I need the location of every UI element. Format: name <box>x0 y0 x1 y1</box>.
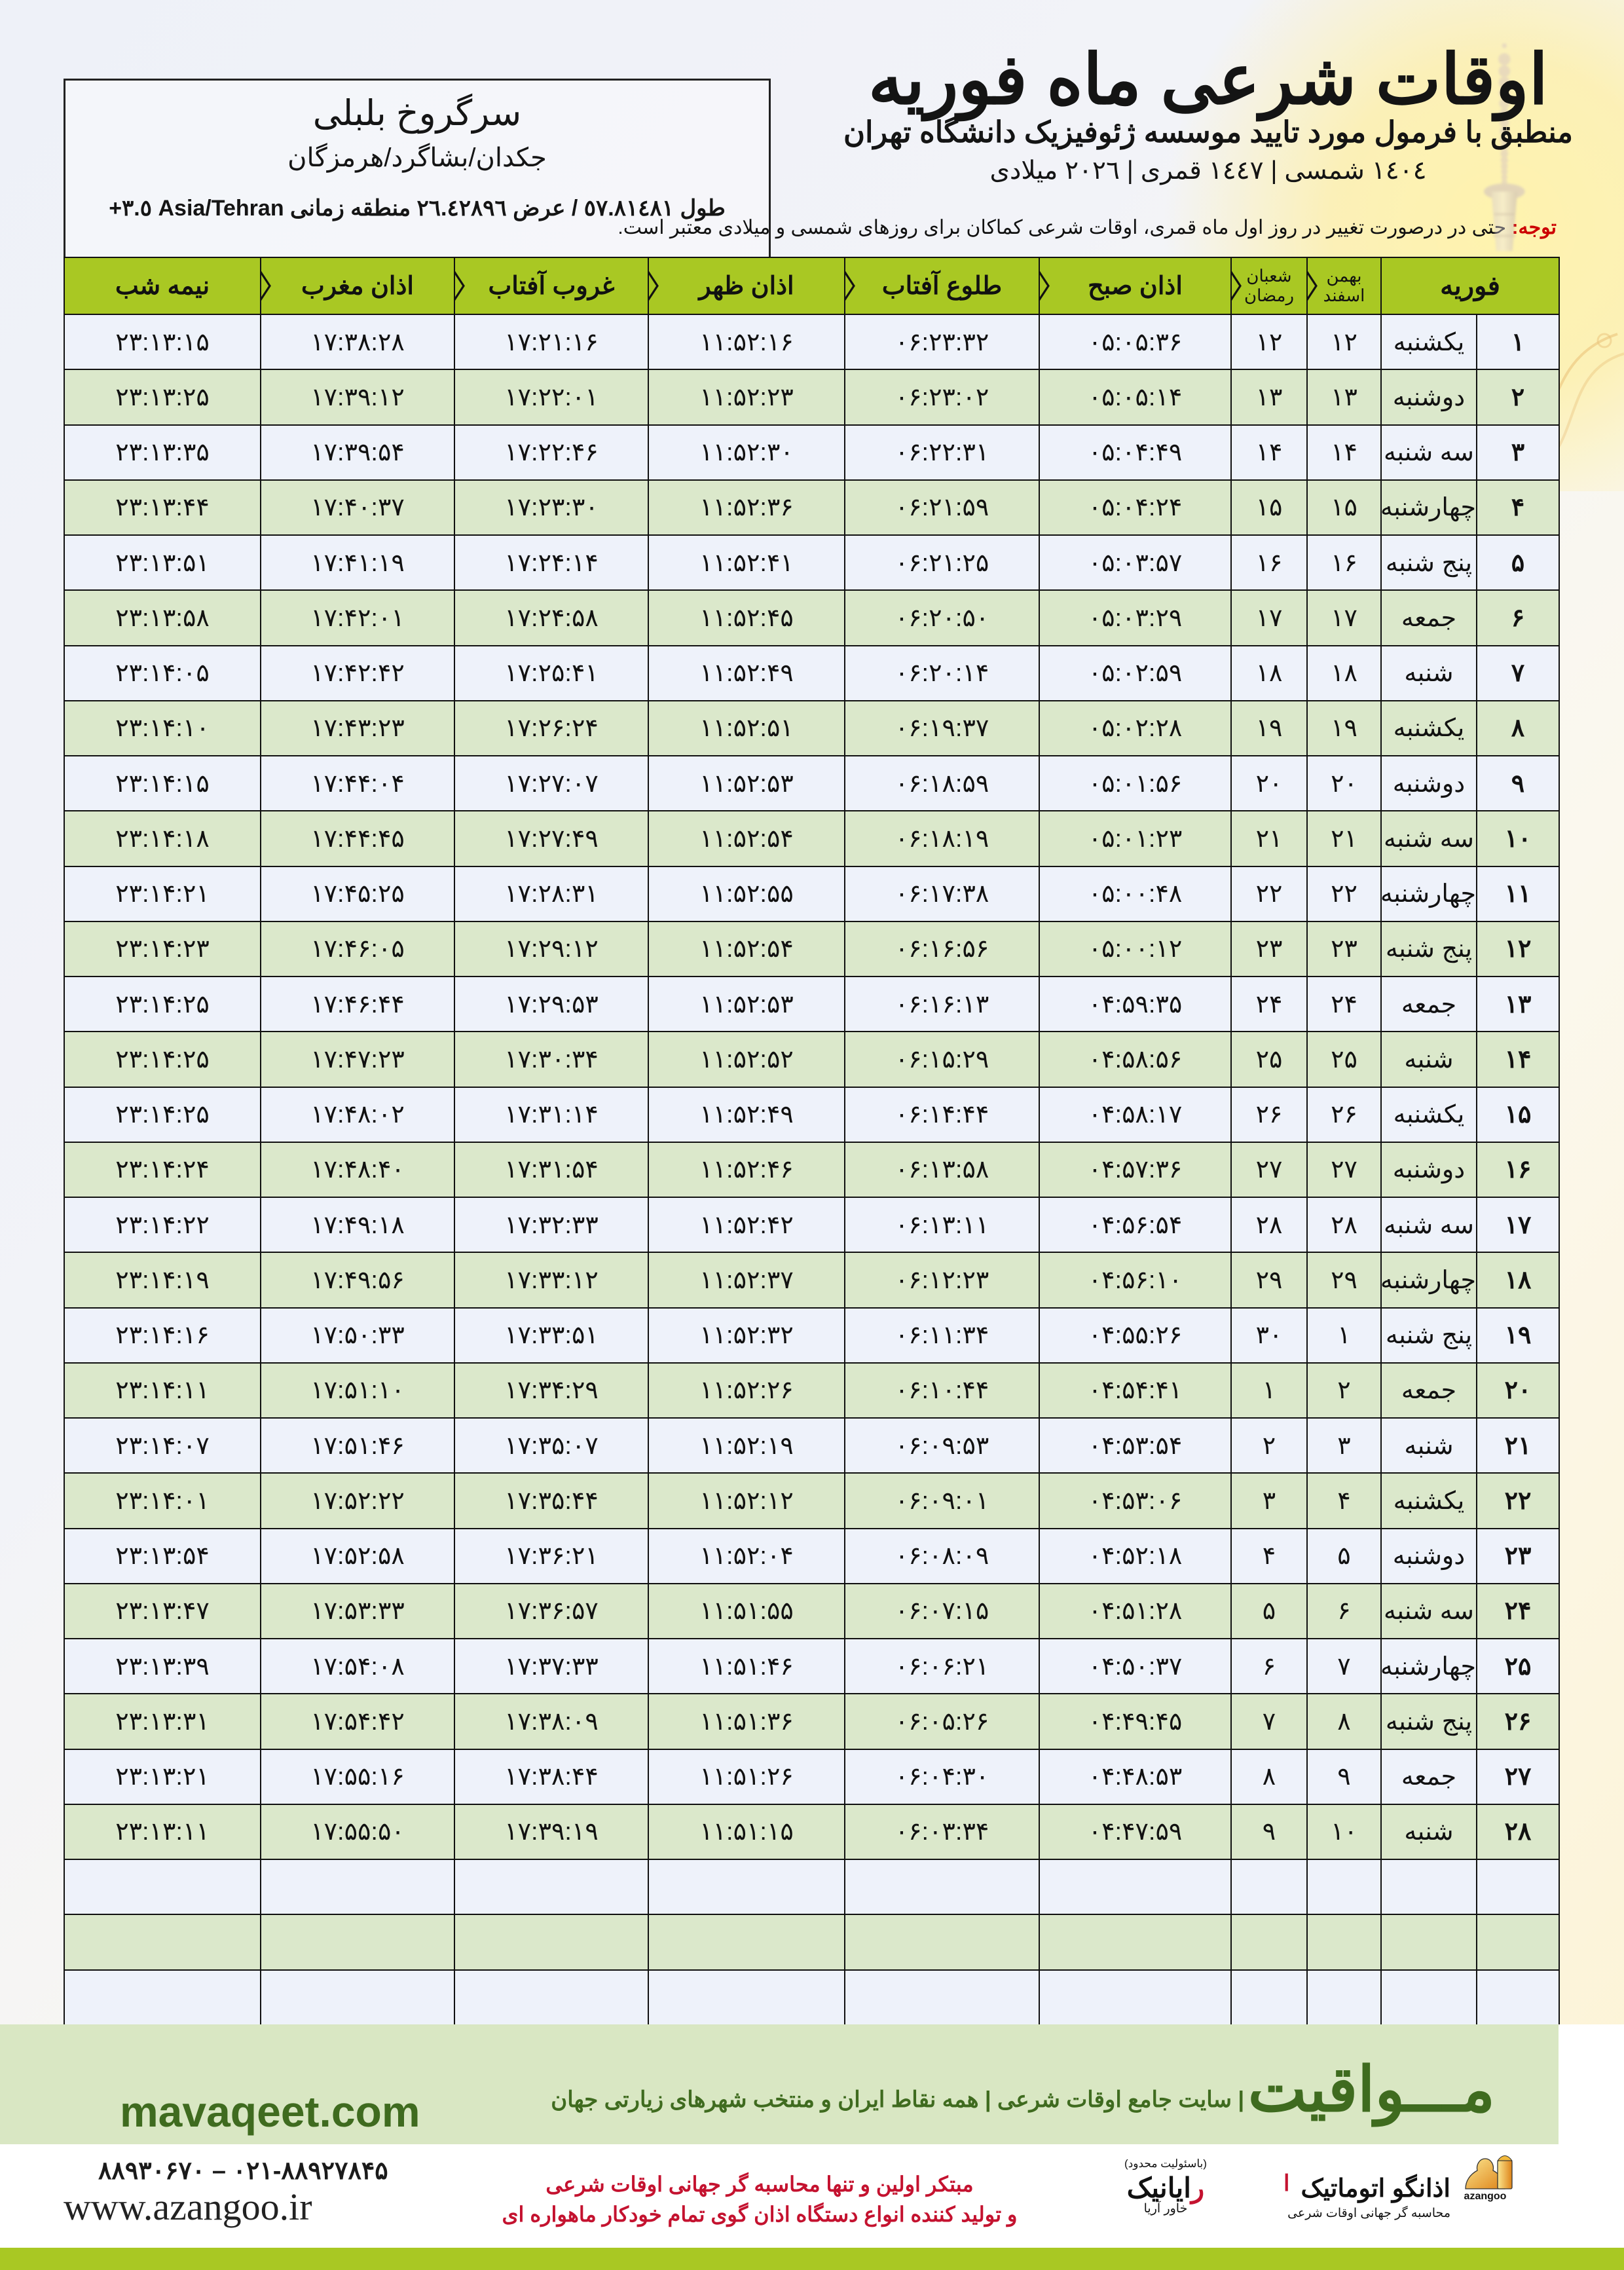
svg-text:azangoo: azangoo <box>1464 2191 1507 2202</box>
